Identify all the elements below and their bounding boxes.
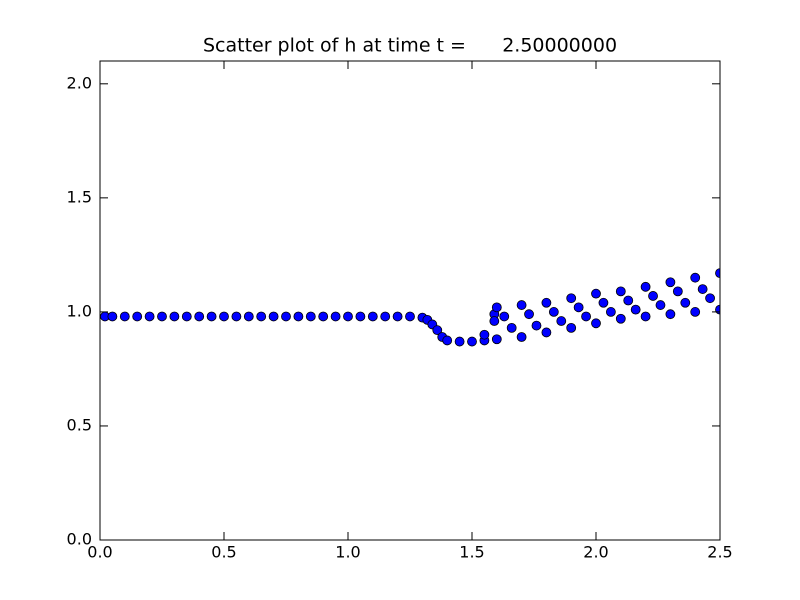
point — [194, 311, 205, 322]
point — [605, 307, 616, 317]
point — [281, 311, 291, 322]
point — [506, 322, 517, 333]
point — [231, 311, 242, 322]
point — [615, 313, 626, 324]
point — [243, 311, 254, 322]
point — [206, 311, 217, 322]
point — [630, 304, 641, 315]
point — [715, 268, 720, 279]
point — [541, 327, 552, 338]
point — [181, 311, 192, 322]
plot-frame — [99, 60, 721, 541]
point — [132, 311, 143, 322]
chart-title: Scatter plot of h at time t = 2.50000000 — [203, 35, 617, 57]
point — [615, 286, 626, 297]
point — [591, 288, 601, 299]
point — [380, 311, 391, 322]
point — [343, 311, 353, 322]
point — [157, 311, 167, 322]
point — [442, 335, 453, 346]
point — [690, 272, 701, 283]
y-tick-label: 1.0 — [67, 301, 92, 320]
point — [665, 309, 676, 320]
point — [491, 302, 502, 313]
points — [100, 268, 720, 347]
point — [566, 293, 577, 304]
y-tick-label: 1.5 — [67, 187, 92, 206]
point — [566, 322, 577, 333]
point — [623, 295, 634, 306]
point — [119, 311, 130, 322]
point — [573, 302, 584, 313]
point — [491, 334, 502, 345]
x-tick-label: 0.0 — [87, 543, 112, 562]
point — [697, 284, 708, 294]
point — [548, 307, 559, 317]
point — [268, 311, 279, 322]
point — [432, 325, 443, 336]
point — [640, 281, 651, 292]
point — [680, 297, 691, 308]
point — [479, 329, 490, 340]
point — [467, 336, 477, 347]
point — [256, 311, 267, 322]
x-tick-label: 2.5 — [707, 543, 732, 562]
point — [499, 311, 510, 322]
point — [655, 300, 666, 310]
point — [293, 311, 304, 322]
point — [405, 311, 415, 322]
x-tick-label: 2.0 — [583, 543, 608, 562]
point — [705, 293, 715, 304]
point — [591, 318, 601, 329]
point — [672, 286, 683, 297]
point — [355, 311, 366, 322]
point — [516, 300, 527, 310]
point — [318, 311, 329, 322]
point — [454, 336, 465, 347]
point — [144, 311, 155, 322]
point — [690, 307, 701, 317]
y-tick-label: 0.5 — [67, 415, 92, 434]
x-tick-label: 1.0 — [335, 543, 360, 562]
point — [531, 320, 542, 331]
y-tick-label: 2.0 — [67, 73, 92, 92]
point — [330, 311, 341, 322]
x-tick-label: 0.5 — [211, 543, 236, 562]
point — [665, 277, 676, 288]
point — [524, 309, 534, 320]
point — [541, 297, 552, 308]
point — [598, 297, 609, 308]
point — [640, 311, 651, 322]
point — [107, 311, 118, 322]
point — [367, 311, 378, 322]
point — [169, 311, 180, 322]
point — [305, 311, 316, 322]
point — [581, 311, 591, 322]
point — [516, 332, 527, 342]
point — [219, 311, 229, 322]
x-tick-label: 1.5 — [459, 543, 484, 562]
point — [556, 316, 567, 326]
point — [392, 311, 403, 322]
point — [648, 291, 658, 301]
point — [489, 316, 500, 326]
y-tick-label: 0.0 — [67, 530, 92, 549]
